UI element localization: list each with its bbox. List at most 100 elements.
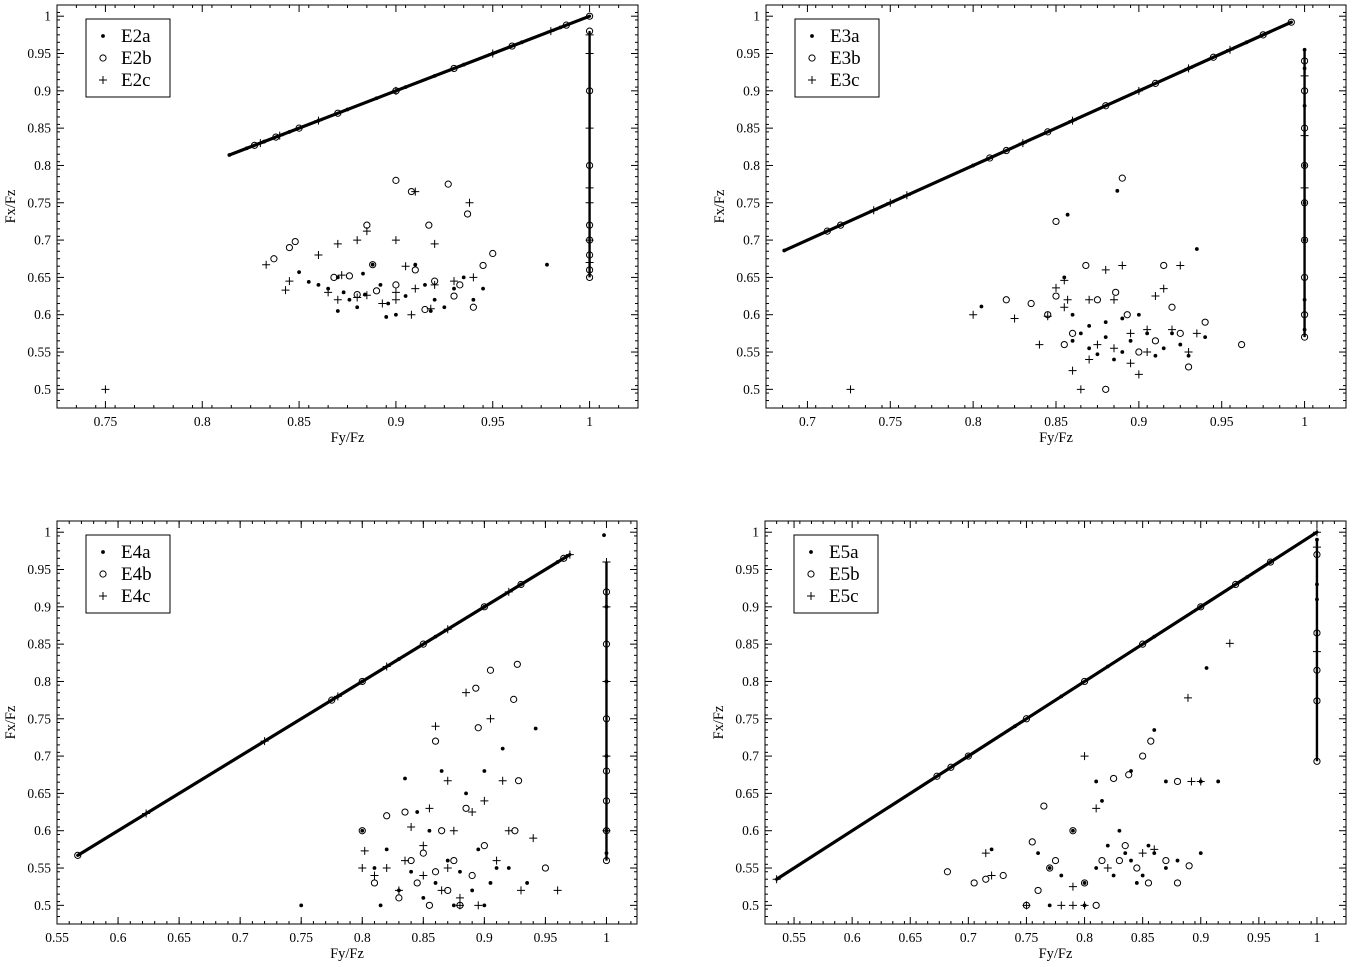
- data-point: [419, 871, 428, 880]
- data-point: [444, 180, 452, 188]
- data-point: [1102, 102, 1110, 110]
- data-point: [1018, 139, 1027, 148]
- data-point: [1047, 866, 1052, 870]
- data-point: [378, 903, 383, 908]
- y-tick-label: 0.75: [27, 195, 51, 210]
- legend-marker: [99, 592, 107, 600]
- data-point: [1128, 338, 1133, 343]
- data-point: [500, 746, 505, 751]
- legend-marker: [808, 54, 816, 62]
- data-point: [426, 304, 435, 313]
- data-point: [1047, 903, 1052, 908]
- data-point: [488, 49, 497, 58]
- y-tick-label: 0.6: [34, 823, 51, 838]
- data-point: [1198, 604, 1203, 609]
- data-point: [1101, 265, 1110, 274]
- data-point: [1139, 640, 1147, 648]
- data-point: [430, 239, 439, 248]
- data-point: [933, 772, 941, 780]
- data-point: [513, 660, 521, 668]
- data-point: [383, 812, 391, 820]
- data-point: [421, 305, 429, 314]
- data-point: [1159, 284, 1168, 293]
- data-point: [464, 791, 468, 796]
- legend-marker: [101, 550, 105, 554]
- data-point: [1103, 864, 1112, 873]
- x-tick-label: 1: [1301, 414, 1308, 429]
- legend-entry: E3b: [830, 48, 861, 69]
- legend-entry: E5a: [829, 542, 859, 563]
- data-point: [430, 280, 439, 289]
- data-point: [362, 227, 371, 236]
- data-point: [358, 827, 366, 835]
- data-point: [461, 275, 466, 280]
- data-point: [508, 42, 516, 50]
- data-point: [450, 64, 458, 73]
- y-tick-label: 0.8: [742, 674, 759, 689]
- data-point: [969, 310, 978, 319]
- diagonal-band: [76, 552, 572, 857]
- data-point: [1163, 779, 1168, 784]
- chart-1: 0.75 0.8 0.85 0.9 0.95 1 0.5 0.55 0.6 0.65 0.7 0.75…: [3, 4, 639, 446]
- legend-marker: [807, 592, 815, 600]
- data-point: [425, 221, 433, 229]
- data-point: [1051, 856, 1060, 865]
- data-point: [498, 776, 507, 785]
- data-point: [1105, 664, 1110, 669]
- data-point: [355, 305, 360, 310]
- legend-marker: [99, 570, 107, 578]
- x-tick-label: 0.95: [534, 930, 558, 945]
- legend-entry: E2a: [121, 26, 151, 47]
- data-point: [1136, 312, 1141, 317]
- data-point: [395, 894, 403, 902]
- data-point: [419, 849, 427, 857]
- data-point: [372, 287, 381, 295]
- data-point: [391, 86, 400, 95]
- data-point: [1103, 320, 1108, 325]
- y-tick-label: 0.5: [34, 382, 51, 397]
- data-point: [1201, 318, 1209, 326]
- data-point: [1185, 862, 1193, 870]
- x-tick-label: 0.8: [1076, 930, 1093, 945]
- data-point: [964, 752, 972, 760]
- y-tick-label: 0.65: [736, 270, 760, 285]
- data-point: [1118, 261, 1127, 270]
- data-point: [378, 282, 383, 287]
- data-point: [469, 273, 478, 282]
- data-point: [1092, 804, 1101, 813]
- data-point: [291, 237, 299, 246]
- data-point: [1203, 335, 1208, 340]
- data-point: [443, 864, 452, 873]
- data-point: [1163, 866, 1168, 870]
- data-point: [1173, 879, 1182, 887]
- data-point: [382, 864, 391, 873]
- data-point: [1194, 247, 1199, 251]
- x-tick-label: 0.9: [387, 414, 404, 429]
- y-tick-label: 0.75: [736, 195, 760, 210]
- data-point: [989, 847, 994, 852]
- series-E5c: [772, 528, 1321, 910]
- data-point: [413, 879, 421, 887]
- y-tick-label: 0.9: [742, 599, 759, 614]
- data-point: [1071, 828, 1075, 833]
- x-tick-label: 0.85: [412, 930, 436, 945]
- diagonal-band: [775, 530, 1319, 881]
- data-point: [602, 533, 606, 538]
- data-point: [1060, 340, 1068, 349]
- y-tick-label: 0.55: [736, 345, 760, 360]
- data-point: [772, 875, 781, 884]
- x-tick-label: 0.6: [844, 930, 861, 945]
- data-point: [391, 236, 400, 245]
- data-point: [462, 688, 471, 697]
- data-point: [384, 847, 389, 852]
- data-point: [1151, 79, 1160, 87]
- data-point: [403, 776, 407, 781]
- data-point: [337, 271, 346, 280]
- data-point: [560, 554, 568, 562]
- data-point: [999, 871, 1007, 880]
- data-point: [1092, 901, 1100, 909]
- data-point: [451, 903, 456, 908]
- data-point: [492, 856, 501, 865]
- data-point: [510, 695, 518, 703]
